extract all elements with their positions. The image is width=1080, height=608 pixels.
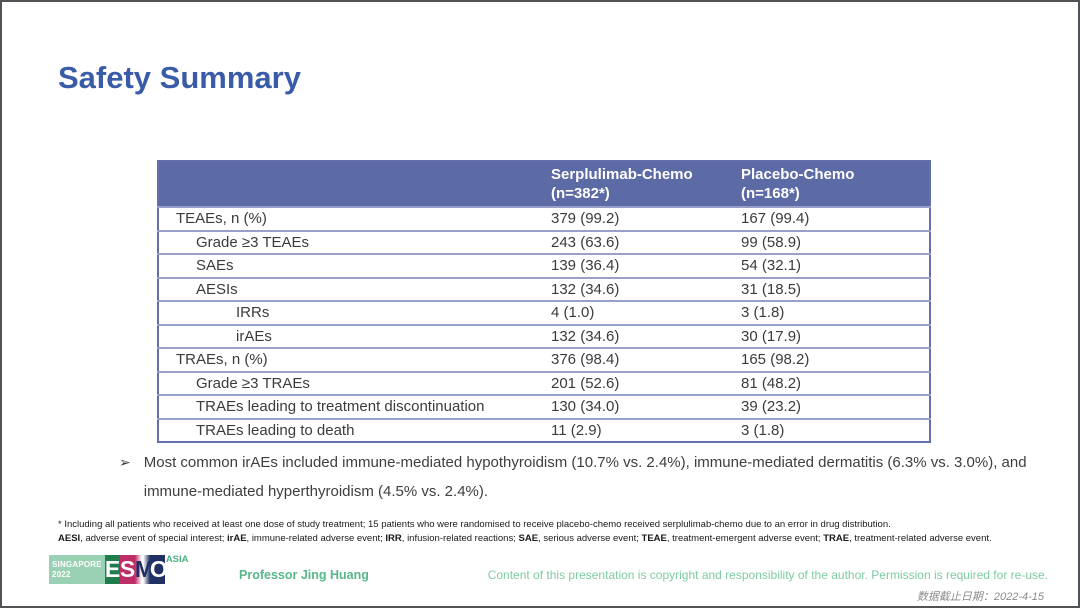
esmo-letter-m: M bbox=[134, 555, 154, 584]
column-header-line: (n=168*) bbox=[741, 185, 800, 202]
serplulimab-value-cell: 139 (36.4) bbox=[551, 253, 741, 278]
table-row: irAEs 132 (34.6) 30 (17.9) bbox=[158, 323, 930, 348]
logo-event-location: SINGAPORE bbox=[52, 560, 102, 569]
esmo-letter-o: O bbox=[149, 555, 168, 584]
row-label-cell: AESIs bbox=[158, 276, 551, 301]
row-label-cell: Grade ≥3 TRAEs bbox=[158, 370, 551, 395]
esmo-letter-s: S bbox=[119, 555, 136, 584]
logo-event-badge: SINGAPORE 2022 bbox=[49, 555, 105, 584]
esmo-wordmark: E S M O bbox=[104, 555, 168, 584]
author-name: Professor Jing Huang bbox=[239, 568, 369, 582]
placebo-value-cell: 54 (32.1) bbox=[741, 253, 930, 278]
column-header-line: Serplulimab-Chemo bbox=[551, 166, 693, 183]
serplulimab-value-cell: 11 (2.9) bbox=[551, 417, 741, 442]
bullet-text: Most common irAEs included immune-mediat… bbox=[143, 454, 1027, 500]
row-label-cell: irAEs bbox=[158, 323, 551, 348]
abbreviation-definition: , treatment-related adverse event. bbox=[849, 533, 992, 544]
serplulimab-value-cell: 379 (99.2) bbox=[551, 206, 741, 231]
table-row: Grade ≥3 TEAEs 243 (63.6) 99 (58.9) bbox=[158, 229, 930, 254]
placebo-value-cell: 3 (1.8) bbox=[741, 300, 930, 325]
page-title: Safety Summary bbox=[58, 60, 301, 95]
table-row: TRAEs leading to treatment discontinuati… bbox=[158, 394, 930, 419]
table-body: TEAEs, n (%) 379 (99.2) 167 (99.4) Grade ≥3… bbox=[158, 206, 930, 442]
row-label-cell: Grade ≥3 TEAEs bbox=[158, 229, 551, 254]
row-label-cell: TRAEs leading to treatment discontinuati… bbox=[158, 394, 551, 419]
serplulimab-value-cell: 243 (63.6) bbox=[551, 229, 741, 254]
placebo-value-cell: 3 (1.8) bbox=[741, 417, 930, 442]
abbreviation: IRR bbox=[385, 533, 402, 544]
footnote-abbreviations: AESI, adverse event of special interest;… bbox=[58, 532, 1058, 546]
arrow-bullet-icon: ➢ bbox=[119, 454, 131, 470]
abbreviation-definition: , infusion-related reactions; bbox=[401, 533, 519, 544]
serplulimab-value-cell: 376 (98.4) bbox=[551, 347, 741, 372]
abbreviation-definition: , immune-related adverse event; bbox=[246, 533, 386, 544]
table-row: TEAEs, n (%) 379 (99.2) 167 (99.4) bbox=[158, 206, 930, 231]
column-header-line: Placebo-Chemo bbox=[741, 166, 855, 183]
abbreviation-definition: , treatment-emergent adverse event; bbox=[666, 533, 824, 544]
table-header-row: Serplulimab-Chemo (n=382*) Placebo-Chemo… bbox=[158, 161, 930, 207]
column-header-placebo: Placebo-Chemo (n=168*) bbox=[741, 161, 930, 207]
serplulimab-value-cell: 4 (1.0) bbox=[551, 300, 741, 325]
row-label-cell: TEAEs, n (%) bbox=[158, 206, 551, 231]
abbreviation: SAE bbox=[518, 533, 539, 544]
abbreviation-definition: , serious adverse event; bbox=[538, 533, 642, 544]
abbreviation: AESI bbox=[58, 533, 81, 544]
table-row: SAEs 139 (36.4) 54 (32.1) bbox=[158, 253, 930, 278]
placebo-value-cell: 30 (17.9) bbox=[741, 323, 930, 348]
serplulimab-value-cell: 201 (52.6) bbox=[551, 370, 741, 395]
row-label-cell: TRAEs leading to death bbox=[158, 417, 551, 442]
row-label-cell: SAEs bbox=[158, 253, 551, 278]
column-header-empty bbox=[158, 161, 551, 207]
table-row: TRAEs, n (%) 376 (98.4) 165 (98.2) bbox=[158, 347, 930, 372]
abbreviation: TRAE bbox=[823, 533, 850, 544]
safety-table: Serplulimab-Chemo (n=382*) Placebo-Chemo… bbox=[157, 160, 931, 443]
placebo-value-cell: 99 (58.9) bbox=[741, 229, 930, 254]
placebo-value-cell: 81 (48.2) bbox=[741, 370, 930, 395]
abbreviation: TEAE bbox=[641, 533, 667, 544]
table-row: Grade ≥3 TRAEs 201 (52.6) 81 (48.2) bbox=[158, 370, 930, 395]
row-label-cell: TRAEs, n (%) bbox=[158, 347, 551, 372]
serplulimab-value-cell: 132 (34.6) bbox=[551, 323, 741, 348]
column-header-line: (n=382*) bbox=[551, 185, 610, 202]
table-row: AESIs 132 (34.6) 31 (18.5) bbox=[158, 276, 930, 301]
footnotes: * Including all patients who received at… bbox=[58, 518, 1058, 546]
serplulimab-value-cell: 130 (34.0) bbox=[551, 394, 741, 419]
column-header-serplulimab: Serplulimab-Chemo (n=382*) bbox=[551, 161, 741, 207]
table-row: TRAEs leading to death 11 (2.9) 3 (1.8) bbox=[158, 417, 930, 442]
placebo-value-cell: 31 (18.5) bbox=[741, 276, 930, 301]
esmo-letter-e: E bbox=[104, 555, 121, 584]
copyright-notice: Content of this presentation is copyrigh… bbox=[487, 568, 1048, 582]
bullet-point: ➢ Most common irAEs included immune-medi… bbox=[119, 448, 1032, 506]
abbreviation-definition: , adverse event of special interest; bbox=[80, 533, 227, 544]
table-header: Serplulimab-Chemo (n=382*) Placebo-Chemo… bbox=[158, 161, 930, 207]
logo-event-year: 2022 bbox=[52, 569, 71, 579]
placebo-value-cell: 39 (23.2) bbox=[741, 394, 930, 419]
placebo-value-cell: 165 (98.2) bbox=[741, 347, 930, 372]
placebo-value-cell: 167 (99.4) bbox=[741, 206, 930, 231]
esmo-asia-logo: SINGAPORE 2022 E S M O ASIA bbox=[49, 555, 189, 584]
row-label-cell: IRRs bbox=[158, 300, 551, 325]
serplulimab-value-cell: 132 (34.6) bbox=[551, 276, 741, 301]
abbreviation: irAE bbox=[227, 533, 247, 544]
footnote-study-treatment: * Including all patients who received at… bbox=[58, 519, 891, 530]
table-row: IRRs 4 (1.0) 3 (1.8) bbox=[158, 300, 930, 325]
data-cutoff-date: 数据截止日期：2022-4-15 bbox=[916, 591, 1044, 603]
logo-region-label: ASIA bbox=[165, 554, 189, 565]
